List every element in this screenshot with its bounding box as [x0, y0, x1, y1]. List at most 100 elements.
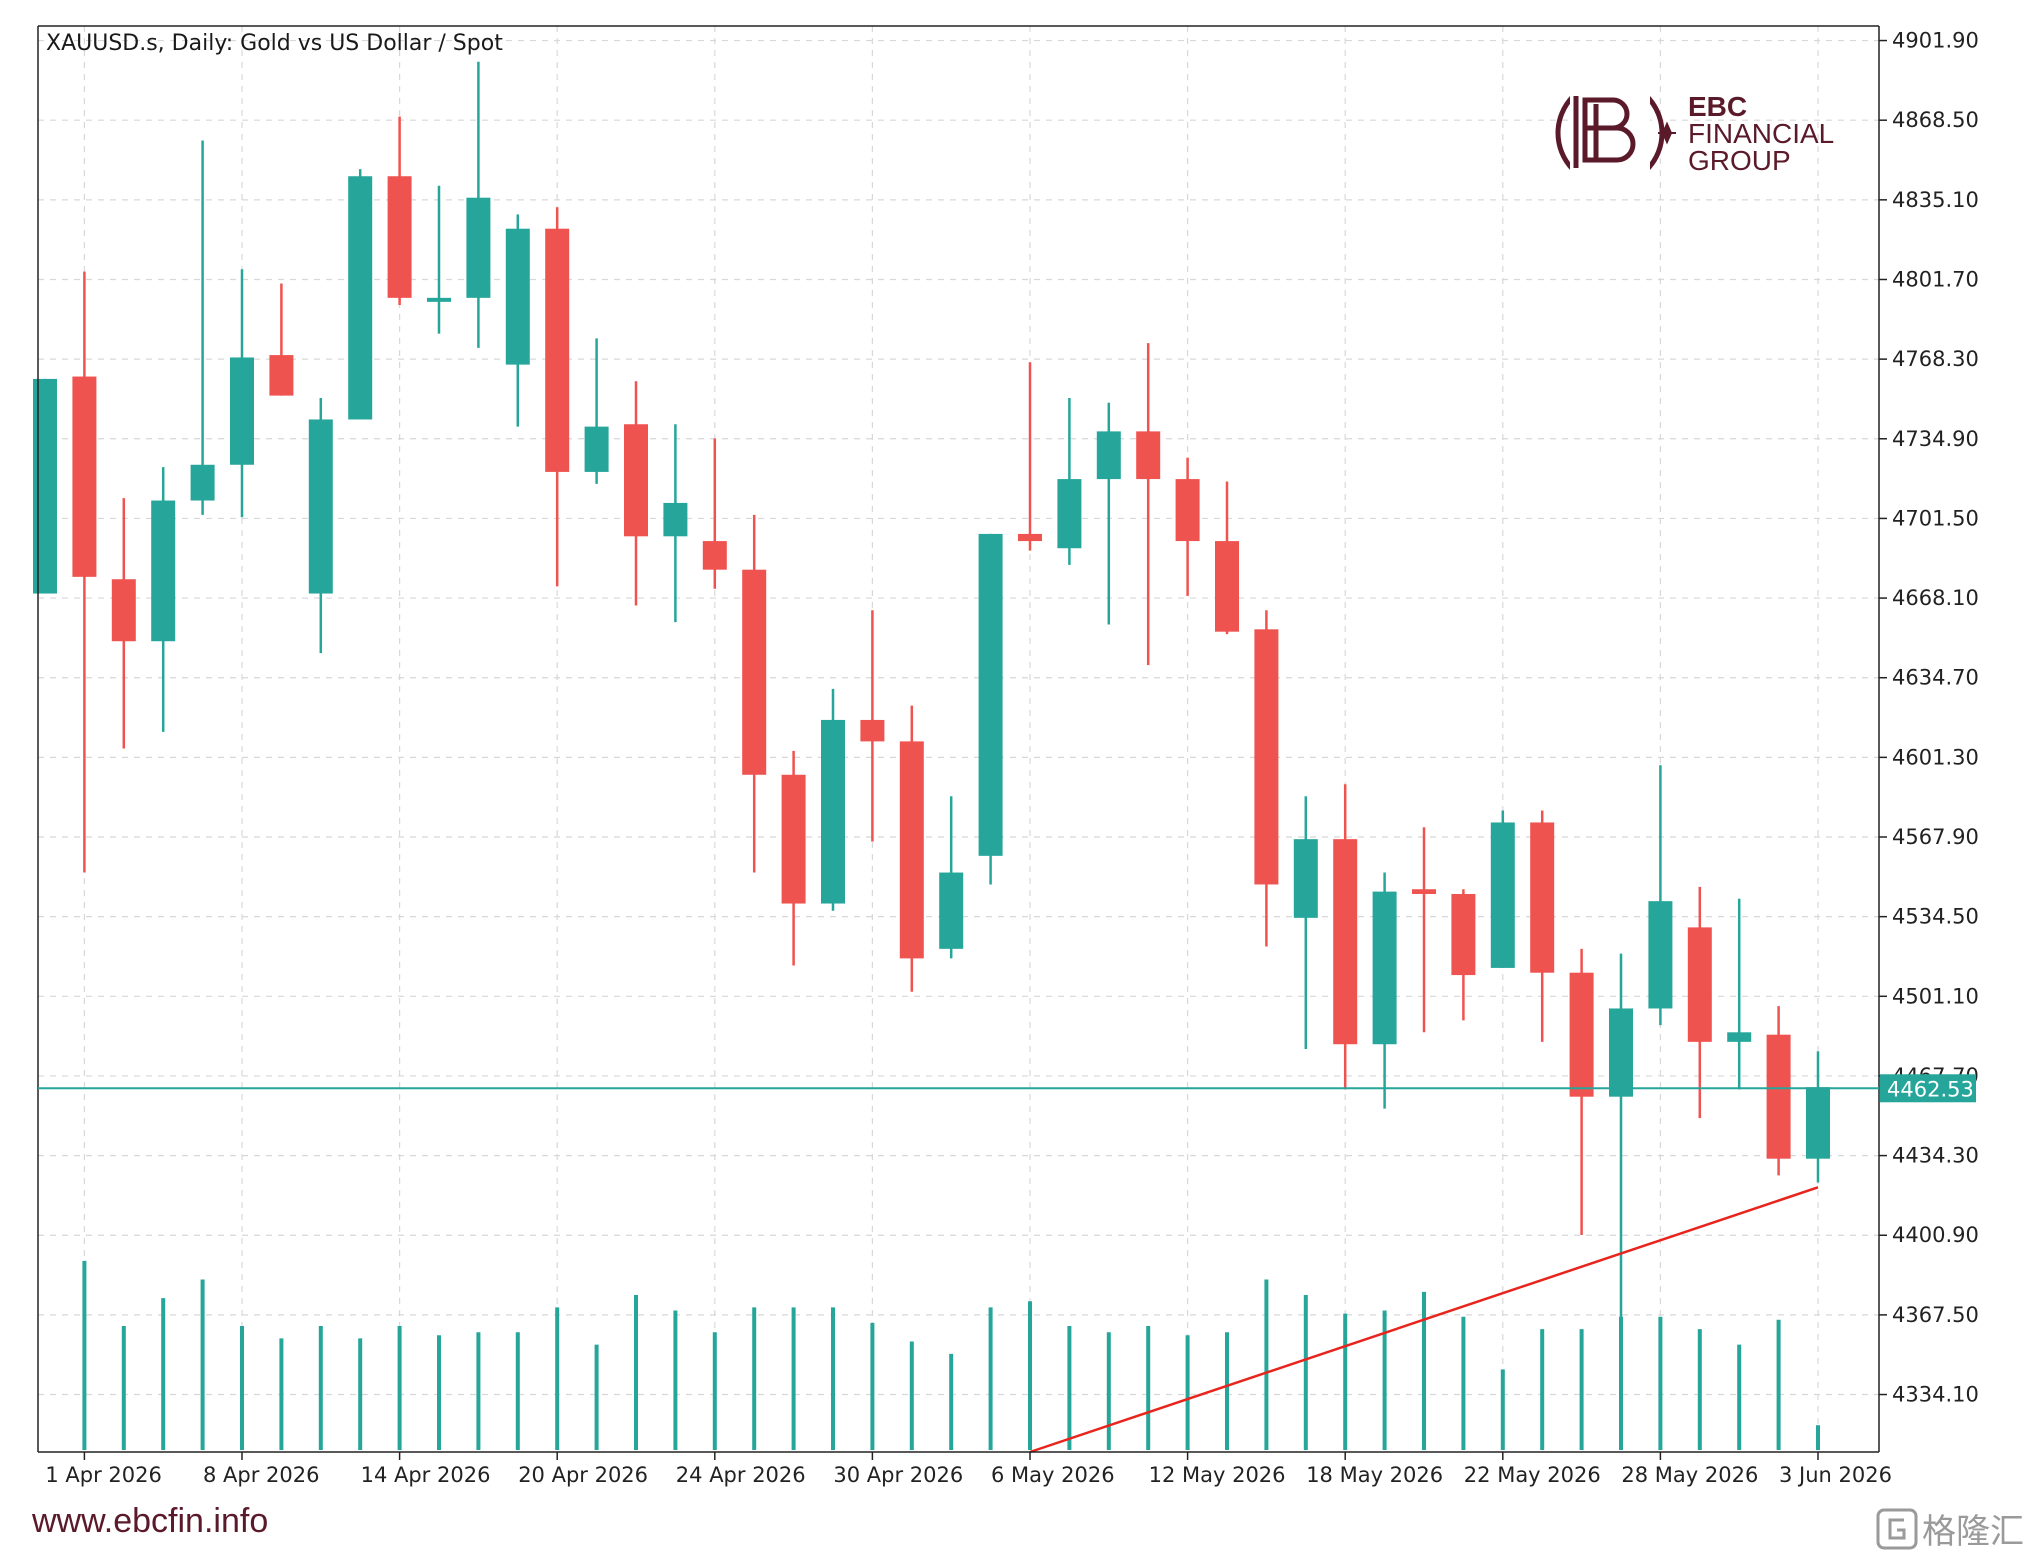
bullish-candle — [978, 533, 1003, 885]
bearish-candle — [1215, 481, 1239, 635]
candle-body — [1136, 431, 1161, 480]
bearish-candle — [1018, 362, 1042, 551]
bearish-candle — [1412, 827, 1436, 1033]
candle-body — [978, 533, 1003, 856]
candle-body — [269, 355, 294, 396]
date-tick-label: 22 May 2026 — [1464, 1463, 1601, 1487]
price-tick-label: 4634.70 — [1892, 666, 1979, 690]
candle-body — [1057, 479, 1082, 549]
candle-body — [1175, 479, 1200, 542]
candle-body — [1412, 889, 1436, 894]
bullish-candle — [1648, 765, 1673, 1026]
bullish-candle — [1372, 872, 1397, 1109]
candle-body — [1490, 822, 1515, 968]
candle-body — [1648, 901, 1673, 1009]
bullish-candle — [230, 269, 254, 518]
bullish-candle — [1057, 398, 1082, 565]
bullish-candle — [505, 214, 530, 427]
candles — [33, 61, 1830, 1321]
candle-body — [899, 741, 924, 959]
date-axis: 1 Apr 2026 8 Apr 2026 14 Apr 2026 20 Apr 20… — [45, 1452, 1892, 1487]
bullish-candle — [151, 467, 176, 732]
logo-sparkle-icon — [1658, 121, 1676, 145]
candle-body — [1451, 894, 1476, 976]
candle-body — [624, 424, 648, 537]
candle-body — [466, 197, 491, 298]
candle-body — [1530, 822, 1555, 973]
bullish-candle — [1096, 402, 1121, 625]
bullish-candle — [33, 378, 57, 594]
bullish-candle — [1490, 810, 1515, 968]
brand-line-1: EBC — [1688, 91, 1747, 122]
candle-body — [939, 872, 964, 949]
bearish-candle — [387, 116, 412, 305]
candle-body — [1018, 533, 1042, 542]
bearish-candle — [111, 498, 136, 749]
bearish-candle — [1333, 784, 1358, 1090]
brand-line-2: FINANCIAL — [1688, 118, 1834, 149]
candle-body — [348, 176, 373, 420]
bearish-candle — [1687, 886, 1712, 1119]
date-tick-label: 28 May 2026 — [1621, 1463, 1758, 1487]
candle-body — [1254, 629, 1279, 885]
date-tick-label: 24 Apr 2026 — [676, 1463, 806, 1487]
date-tick-label: 20 Apr 2026 — [518, 1463, 648, 1487]
date-tick-label: 18 May 2026 — [1306, 1463, 1443, 1487]
watermark-text: 格隆汇 — [1922, 1512, 2024, 1552]
chart-grid — [38, 26, 1879, 1452]
price-tick-label: 4868.50 — [1892, 108, 1979, 132]
price-tick-label: 4434.30 — [1892, 1144, 1979, 1168]
bullish-candle — [663, 424, 688, 623]
candle-body — [742, 569, 767, 775]
website-link[interactable]: www.ebcfin.info — [31, 1502, 268, 1540]
trendline-segment — [1029, 1186, 1819, 1454]
candle-body — [545, 228, 570, 472]
price-tick-label: 4534.50 — [1892, 905, 1979, 929]
bearish-candle — [72, 271, 97, 873]
watermark-logo-icon — [1876, 1508, 1918, 1550]
date-tick-label: 12 May 2026 — [1149, 1463, 1286, 1487]
price-tick-label: 4768.30 — [1892, 347, 1979, 371]
candle-body — [33, 378, 57, 594]
price-tick-label: 4501.10 — [1892, 984, 1979, 1008]
price-tick-label: 4701.50 — [1892, 506, 1979, 530]
logo-b-mark — [1582, 97, 1636, 163]
bullish-candle — [427, 185, 451, 334]
price-tick-label: 4835.10 — [1892, 188, 1979, 212]
volume-bars — [82, 1260, 1820, 1450]
price-tick-label: 4567.90 — [1892, 825, 1979, 849]
bullish-candle — [1293, 796, 1318, 1049]
bearish-candle — [1569, 948, 1594, 1235]
date-tick-label: 14 Apr 2026 — [361, 1463, 491, 1487]
candle-body — [111, 579, 136, 642]
candle-body — [860, 719, 885, 742]
candle-body — [1293, 839, 1318, 918]
candle-body — [387, 176, 412, 298]
bearish-candle — [1175, 457, 1200, 596]
bullish-candle — [1609, 953, 1633, 1321]
price-tick-label: 4734.90 — [1892, 427, 1979, 451]
bearish-candle — [781, 750, 806, 966]
candle-body — [1806, 1087, 1830, 1159]
price-tick-label: 4901.90 — [1892, 29, 1979, 53]
current-price: 4462.53 — [38, 1074, 1976, 1103]
price-tick-label: 4601.30 — [1892, 745, 1979, 769]
candle-body — [230, 357, 254, 465]
price-tick-label: 4367.50 — [1892, 1303, 1979, 1327]
bearish-candle — [1254, 610, 1279, 947]
candle-body — [1096, 431, 1121, 480]
bullish-candle — [584, 338, 609, 484]
candle-body — [190, 464, 215, 501]
current-price-box — [1880, 1074, 1976, 1103]
bullish-candle — [821, 688, 845, 911]
bearish-candle — [624, 381, 648, 606]
bearish-candle — [269, 283, 294, 396]
bearish-candle — [742, 514, 767, 873]
candle-body — [151, 500, 176, 642]
price-tick-label: 4400.90 — [1892, 1223, 1979, 1247]
candle-body — [427, 297, 451, 302]
candle-body — [1766, 1034, 1791, 1159]
candle-body — [1569, 972, 1594, 1097]
candle-body — [1215, 541, 1239, 632]
